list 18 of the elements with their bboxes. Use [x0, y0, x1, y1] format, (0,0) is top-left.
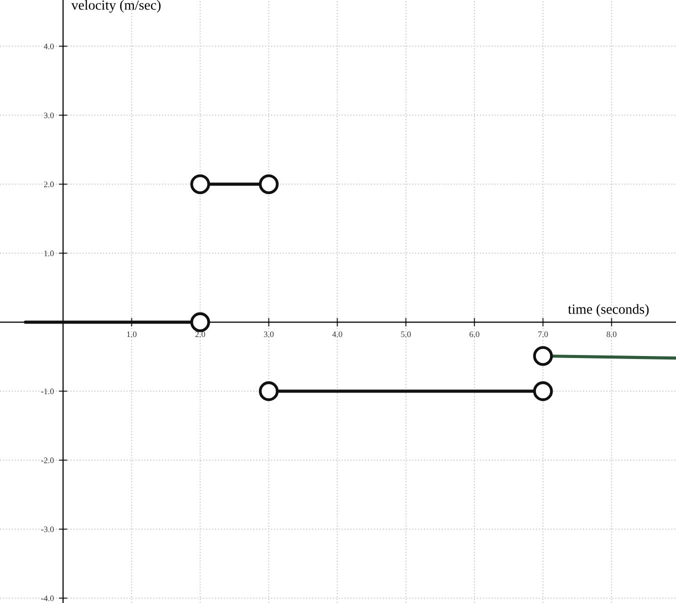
y-tick-label: -4.0 — [41, 596, 54, 602]
y-tick-label: -2.0 — [41, 458, 54, 464]
x-axis-title: time (seconds) — [568, 304, 649, 317]
x-tick-label: 3.0 — [264, 331, 274, 338]
x-tick-label: 4.0 — [332, 331, 342, 338]
y-tick-label: 2.0 — [44, 182, 54, 188]
x-tick-label: 8.0 — [606, 331, 616, 338]
y-tick-label: 1.0 — [44, 250, 54, 256]
y-tick-label: 4.0 — [44, 44, 54, 50]
y-axis-title: velocity (m/sec) — [71, 0, 161, 13]
x-tick-label: 7.0 — [538, 331, 548, 338]
x-tick-label: 1.0 — [127, 331, 137, 338]
y-tick-label: -3.0 — [41, 526, 54, 532]
y-tick-label: 3.0 — [44, 112, 54, 118]
x-tick-label: 2.0 — [195, 331, 206, 338]
x-tick-label: 5.0 — [401, 331, 411, 338]
x-tick-label: 6.0 — [470, 331, 480, 338]
y-tick-label: -1.0 — [41, 388, 54, 394]
